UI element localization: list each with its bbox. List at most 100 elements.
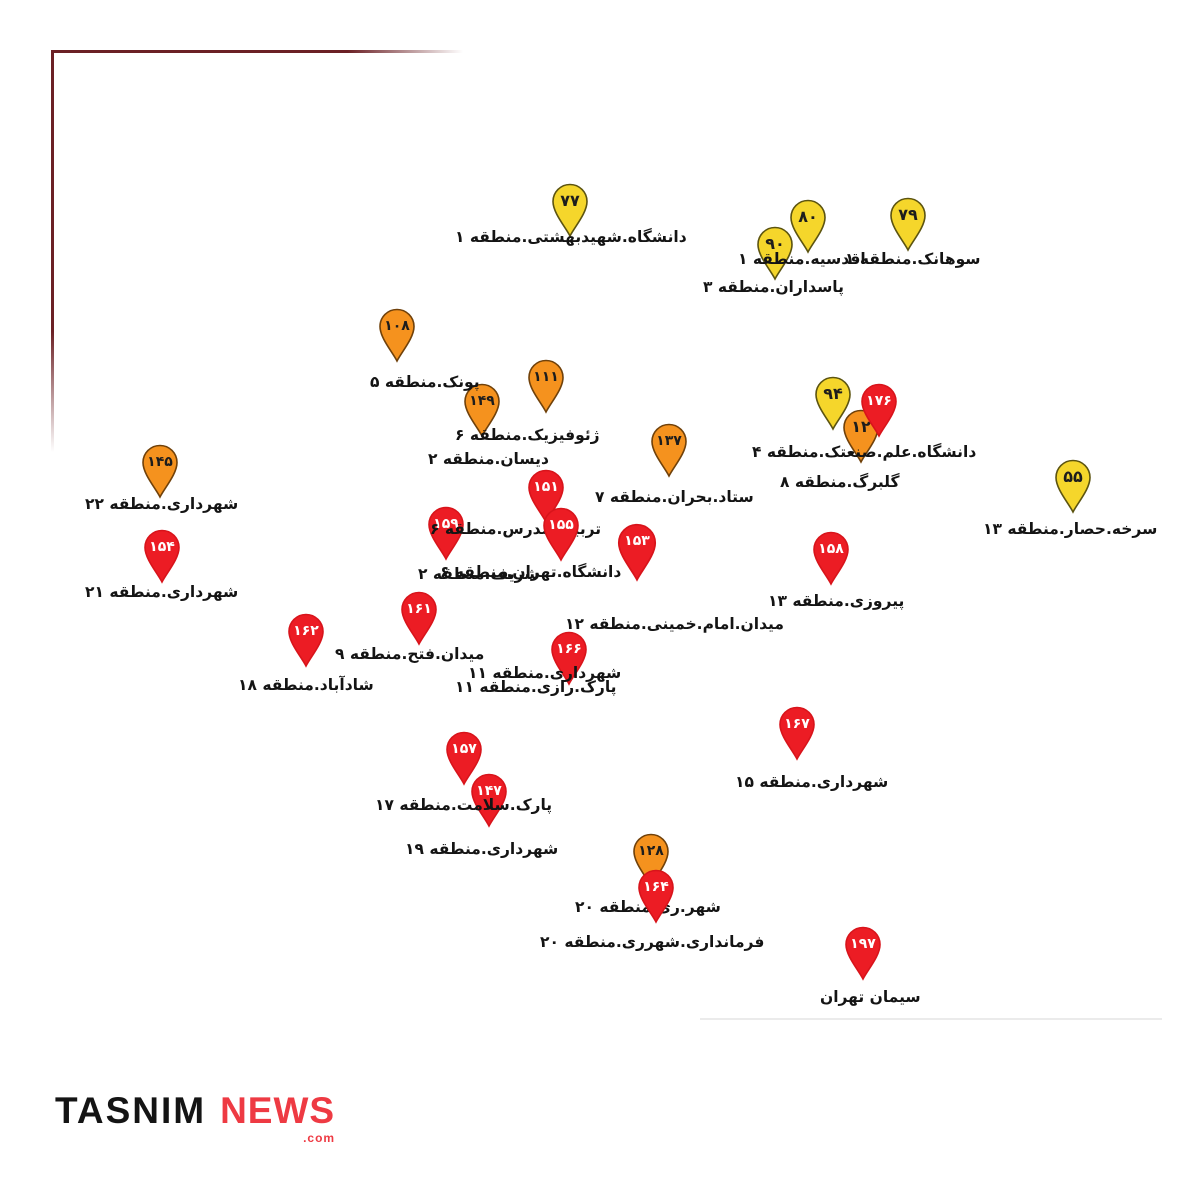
pin-shape-icon (813, 531, 849, 586)
pin-value: ۱۲ (851, 417, 871, 436)
pin-shape-icon (617, 523, 657, 582)
map-pin-۱۵۵: ۱۵۵ (540, 506, 582, 562)
pin-value: ۱۶۷ (784, 716, 810, 732)
map-pin-۱۵۸: ۱۵۸ (810, 530, 852, 586)
pin-shape-icon (552, 183, 588, 238)
map-pin-۱۵۹: ۱۵۹ (425, 505, 467, 561)
map-pin-۱۶۱: ۱۶۱ (398, 590, 440, 646)
map-pin-۱۶۲: ۱۶۲ (285, 612, 327, 668)
pin-value: ۱۶۴ (643, 879, 669, 895)
map-pin-۱۶۴: ۱۶۴ (635, 868, 677, 924)
pin-shape-icon (638, 869, 674, 924)
pin-value: ۱۵۷ (451, 741, 477, 757)
pin-value: ۱۱۱ (533, 369, 559, 385)
pin-shape-icon (861, 383, 897, 438)
pin-shape-icon (428, 506, 464, 561)
pin-shape-icon (464, 383, 500, 438)
map-pin-۱۵۴: ۱۵۴ (141, 528, 183, 584)
pin-shape-icon (288, 613, 324, 668)
pin-shape-icon (757, 226, 793, 281)
map-pin-۸۰: ۸۰ (787, 198, 829, 254)
station-label: شهرداری.منطقه ۲۱ (85, 583, 239, 601)
map-pin-۷۹: ۷۹ (887, 196, 929, 252)
pin-shape-icon (890, 197, 926, 252)
station-label: پیروزی.منطقه ۱۳ (768, 592, 905, 610)
pin-shape-icon (142, 444, 178, 499)
station-label: ژئوفیزیک.منطقه ۶ (455, 426, 600, 444)
station-label: دیسان.منطقه ۲ (428, 450, 549, 468)
station-label: سیمان تهران (820, 988, 921, 1006)
pin-shape-icon (528, 359, 564, 414)
pin-shape-icon (845, 926, 881, 981)
station-label: ستاد.بحران.منطقه ۷ (595, 488, 754, 506)
map-pin-۹۰: ۹۰ (754, 225, 796, 281)
map-pin-۱۰۸: ۱۰۸ (376, 307, 418, 363)
pin-value: ۱۵۵ (548, 517, 574, 533)
map-pin-۱۳۷: ۱۳۷ (648, 422, 690, 478)
pin-shape-icon (790, 199, 826, 254)
station-label: پارک.سلامت.منطقه ۱۷ (375, 796, 553, 814)
map-pin-۱۷۶: ۱۷۶ (858, 382, 900, 438)
station-label: شادآباد.منطقه ۱۸ (238, 676, 374, 694)
pin-shape-icon (815, 376, 851, 431)
pin-value: ۱۵۳ (624, 533, 650, 549)
pin-value: ۱۴۷ (476, 783, 502, 799)
pin-value: ۱۳۷ (656, 433, 682, 449)
map-pin-۹۴: ۹۴ (812, 375, 854, 431)
pin-value: ۱۹۷ (850, 936, 876, 952)
station-label: گلبرگ.منطقه ۸ (780, 473, 900, 491)
map-pin-۱۵۳: ۱۵۳ (614, 522, 660, 582)
brand-news: NEWS .com (220, 1090, 336, 1145)
map-pin-۵۵: ۵۵ (1052, 458, 1094, 514)
map-pin-۱۹۷: ۱۹۷ (842, 925, 884, 981)
pin-value: ۸۰ (798, 207, 818, 226)
pin-value: ۱۵۴ (149, 539, 175, 555)
pin-value: ۱۶۶ (556, 641, 582, 657)
pin-value: ۵۵ (1063, 467, 1083, 486)
pin-value: ۹۰ (765, 234, 785, 253)
frame-corner-horizontal (51, 50, 463, 53)
station-label: سرخه.حصار.منطقه ۱۳ (983, 520, 1158, 538)
map-pin-۱۱۱: ۱۱۱ (525, 358, 567, 414)
pin-shape-icon (633, 833, 669, 888)
map-pin-۱۴۹: ۱۴۹ (461, 382, 503, 438)
pin-shape-icon (471, 773, 507, 828)
station-label: سوهانک.منطقه ۱ (845, 250, 981, 268)
map-pin-۱۵۱: ۱۵۱ (525, 468, 567, 524)
station-label: دانشگاه.تهران.منطقه ۶ (440, 563, 622, 581)
pin-value: ۱۶۲ (293, 623, 319, 639)
station-label: شهرداری.منطقه ۱۱ (468, 664, 622, 682)
station-label: میدان.امام.خمینی.منطقه ۱۲ (565, 615, 784, 633)
station-label: شریف.منطقه ۲ (418, 565, 540, 583)
station-label: اقدسیه.منطقه ۱ (738, 250, 866, 268)
map-pin-۱۵۷: ۱۵۷ (443, 730, 485, 786)
station-label: فرمانداری.شهرری.منطقه ۲۰ (540, 933, 765, 951)
pin-shape-icon (144, 529, 180, 584)
tasnim-news-logo: TASNIM NEWS .com (55, 1090, 336, 1145)
map-pin-۱۴۵: ۱۴۵ (139, 443, 181, 499)
map-pin-۱۲۸: ۱۲۸ (630, 832, 672, 888)
pin-value: ۱۶۱ (406, 601, 432, 617)
pin-shape-icon (543, 507, 579, 562)
map-pin-۷۷: ۷۷ (549, 182, 591, 238)
map-pin-۱۶۶: ۱۶۶ (548, 630, 590, 686)
brand-news-text: NEWS (220, 1090, 336, 1131)
pin-shape-icon (843, 409, 879, 464)
station-label: پونک.منطقه ۵ (370, 373, 480, 391)
pin-value: ۱۵۱ (533, 479, 559, 495)
map-pin-۱۲: ۱۲ (840, 408, 882, 464)
station-label: شهرداری.منطقه ۲۲ (85, 495, 239, 513)
pin-shape-icon (528, 469, 564, 524)
pin-value: ۱۰۸ (384, 318, 410, 334)
map-pin-۱۶۷: ۱۶۷ (776, 705, 818, 761)
pin-shape-icon (779, 706, 815, 761)
pin-value: ۹۴ (823, 384, 843, 403)
station-label: پارک.رازی.منطقه ۱۱ (455, 678, 617, 696)
map-pin-۱۴۷: ۱۴۷ (468, 772, 510, 828)
pin-shape-icon (551, 631, 587, 686)
pin-shape-icon (401, 591, 437, 646)
pin-value: ۱۲۸ (638, 843, 664, 859)
pin-value: ۱۴۹ (469, 393, 495, 409)
station-label: دانشگاه.شهیدبهشتی.منطقه ۱ (455, 228, 687, 246)
